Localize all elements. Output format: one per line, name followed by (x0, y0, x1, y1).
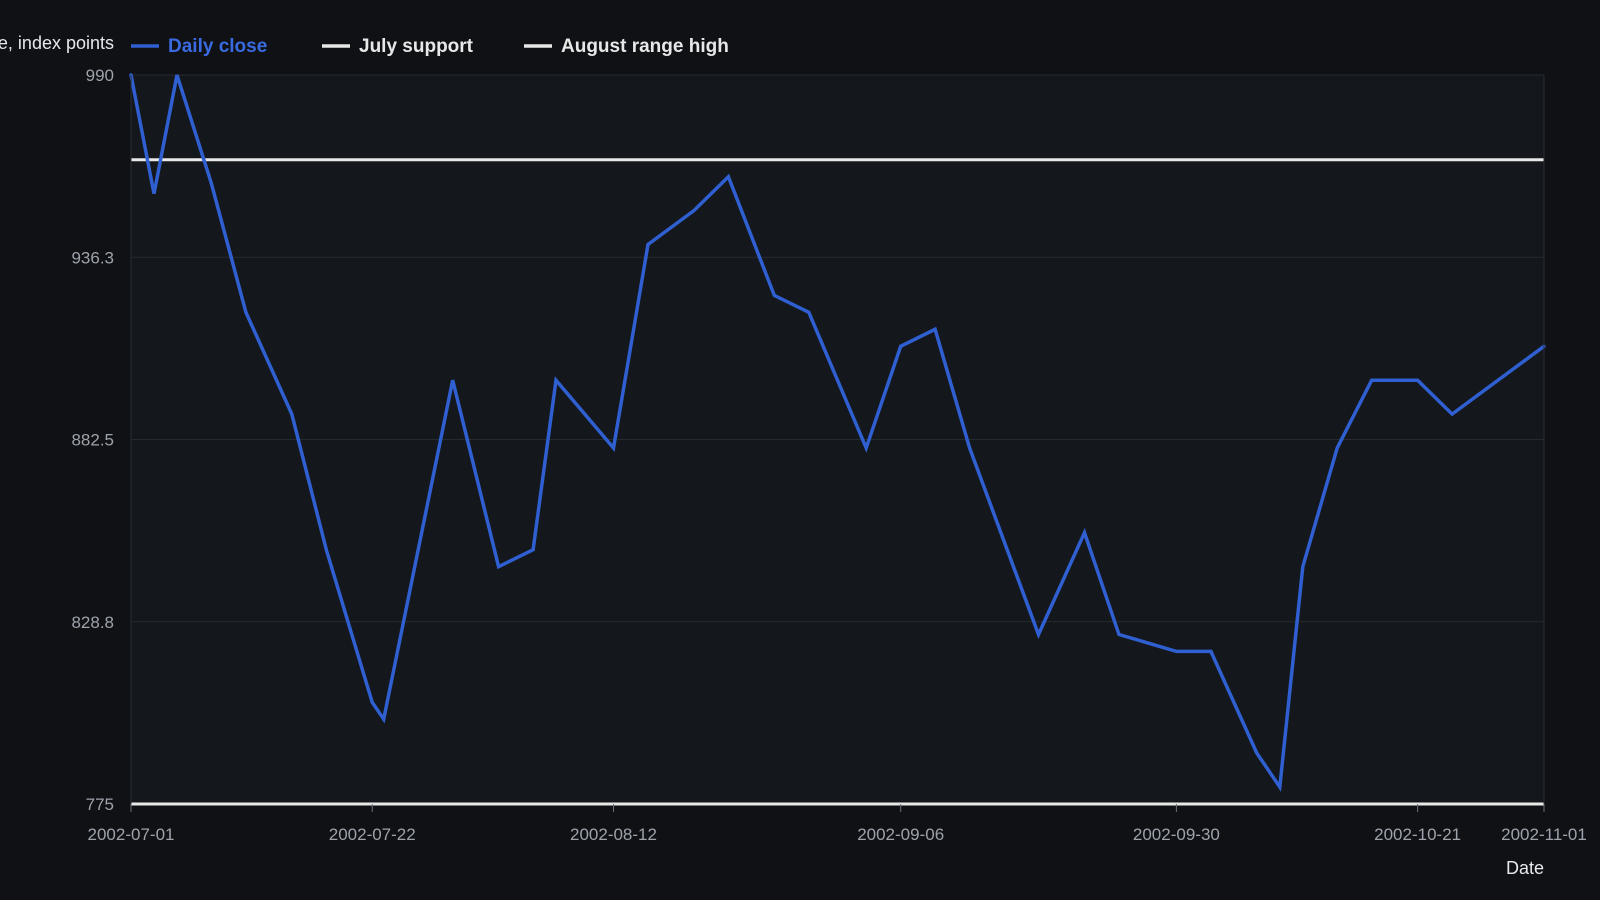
legend-item[interactable]: Daily close (131, 36, 267, 57)
legend-item[interactable]: August range high (524, 36, 729, 57)
y-tick-label: 828.8 (71, 613, 114, 632)
legend-item[interactable]: July support (322, 36, 474, 57)
y-axis-title: Close, index points (0, 33, 114, 53)
gridlines (131, 74, 1544, 805)
x-tick-label: 2002-11-01 (1501, 825, 1587, 844)
legend[interactable]: Daily close July support August range high (131, 36, 729, 57)
legend-label: July support (359, 36, 474, 57)
y-tick-label: 882.5 (71, 431, 114, 450)
y-tick-label: 990 (86, 66, 114, 85)
x-axis-title: Date (1506, 858, 1544, 878)
x-tick-label: 2002-08-12 (570, 825, 657, 844)
x-tick-label: 2002-09-30 (1133, 825, 1220, 844)
x-tick-label: 2002-09-06 (857, 825, 944, 844)
x-tick-label: 2002-10-21 (1374, 825, 1461, 844)
x-tick-label: 2002-07-22 (329, 825, 416, 844)
legend-label: August range high (561, 36, 729, 57)
legend-label: Daily close (168, 36, 267, 57)
axes: 990 936.3 882.5 828.8 775 2002-07-01 2002-07-2… (71, 66, 1586, 844)
y-tick-label: 936.3 (71, 248, 114, 267)
y-tick-label: 775 (86, 795, 114, 814)
x-tick-label: 2002-07-01 (88, 825, 175, 844)
series-lines (129, 73, 1546, 792)
daily-close-line (129, 73, 1546, 792)
reference-lines (131, 158, 1544, 806)
